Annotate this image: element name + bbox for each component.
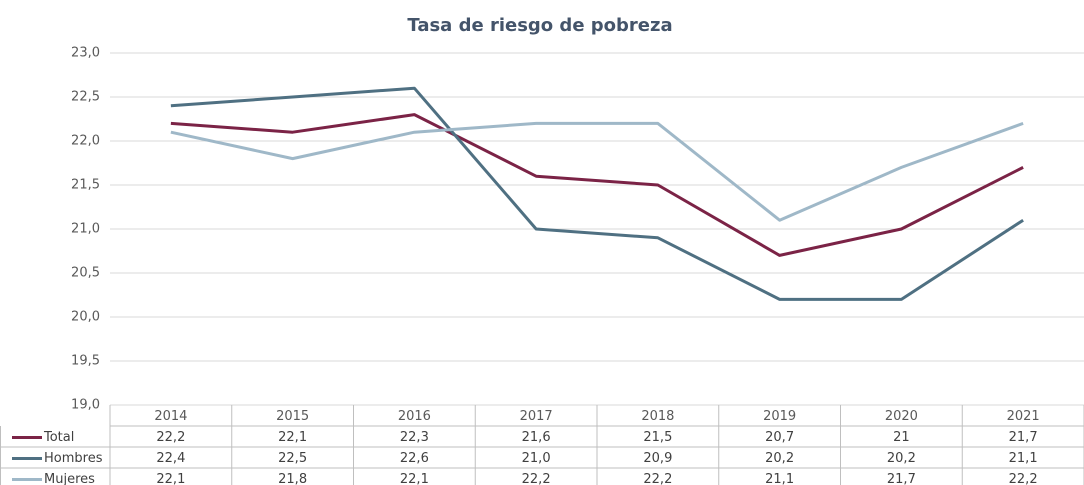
y-tick-label: 19,0 [71, 398, 100, 413]
legend-label: Mujeres [44, 472, 95, 485]
series-line [170, 86, 1024, 301]
y-tick-label: 21,5 [71, 178, 100, 193]
table-value: 22,3 [400, 430, 429, 445]
x-tick-label: 2017 [520, 409, 553, 424]
y-tick-label: 20,0 [71, 310, 100, 325]
y-tick-label: 21,0 [71, 222, 100, 237]
table-value: 20,9 [643, 451, 672, 466]
x-tick-label: 2015 [276, 409, 309, 424]
y-tick-label: 19,5 [71, 354, 100, 369]
table-value: 20,2 [765, 451, 794, 466]
table-value: 21,7 [887, 472, 916, 485]
table-value: 22,2 [522, 472, 551, 485]
table-value: 21,1 [765, 472, 794, 485]
y-tick-label: 22,5 [71, 90, 100, 105]
series-line [170, 121, 1024, 222]
table-value: 22,1 [278, 430, 307, 445]
table-value: 21 [893, 430, 910, 445]
x-tick-label: 2016 [398, 409, 431, 424]
table-value: 21,6 [522, 430, 551, 445]
x-tick-label: 2021 [1007, 409, 1040, 424]
table-value: 22,6 [400, 451, 429, 466]
table-value: 20,2 [887, 451, 916, 466]
table-value: 21,5 [643, 430, 672, 445]
x-tick-label: 2018 [641, 409, 674, 424]
table-value: 22,2 [1009, 472, 1038, 485]
x-tick-label: 2020 [885, 409, 918, 424]
table-value: 20,7 [765, 430, 794, 445]
table-value: 22,5 [278, 451, 307, 466]
y-tick-label: 20,5 [71, 266, 100, 281]
table-value: 21,8 [278, 472, 307, 485]
y-tick-label: 23,0 [71, 46, 100, 61]
y-tick-label: 22,0 [71, 134, 100, 149]
legend-label: Total [43, 430, 74, 445]
table-value: 22,2 [643, 472, 672, 485]
x-tick-label: 2014 [154, 409, 187, 424]
table-value: 21,0 [522, 451, 551, 466]
table-value: 21,7 [1009, 430, 1038, 445]
table-value: 22,1 [156, 472, 185, 485]
series-line [170, 113, 1024, 257]
legend-label: Hombres [44, 451, 103, 466]
table-value: 21,1 [1009, 451, 1038, 466]
table-value: 22,1 [400, 472, 429, 485]
chart-title: Tasa de riesgo de pobreza [407, 15, 672, 36]
table-value: 22,4 [156, 451, 185, 466]
table-value: 22,2 [156, 430, 185, 445]
x-tick-label: 2019 [763, 409, 796, 424]
